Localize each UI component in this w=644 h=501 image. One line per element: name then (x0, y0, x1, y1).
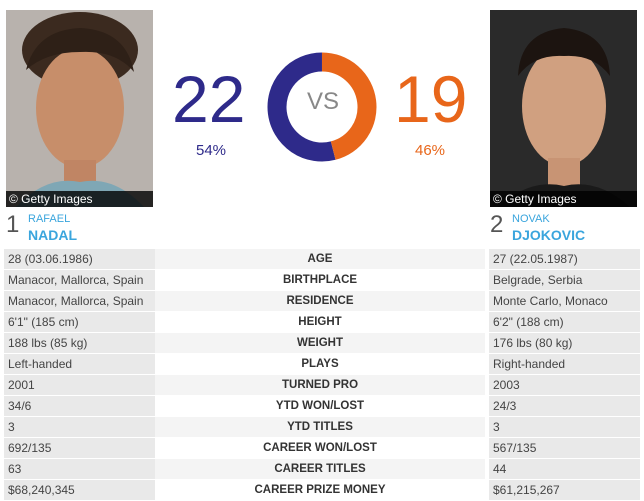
stat-row: Left-handed PLAYS Right-handed (4, 354, 640, 375)
stat-row: 34/6 YTD WON/LOST 24/3 (4, 396, 640, 417)
player2-stat-value: Monte Carlo, Monaco (489, 291, 640, 311)
player1-win-percentage: 54% (196, 142, 227, 159)
vs-label: VS (306, 88, 339, 115)
stat-row: 3 YTD TITLES 3 (4, 417, 640, 438)
player2-stat-value: 6'2" (188 cm) (489, 312, 640, 332)
player1-photo: © Getty Images (6, 10, 153, 207)
stat-label: TURNED PRO (155, 375, 485, 395)
player2-last-name[interactable]: DJOKOVIC (512, 227, 586, 243)
donut-arc-player1 (267, 52, 336, 162)
stat-label: HEIGHT (298, 316, 342, 328)
player2-stat-value: 176 lbs (80 kg) (489, 333, 640, 353)
stat-row: 692/135 CAREER WON/LOST 567/135 (4, 438, 640, 459)
player1-stat-value: 692/135 (4, 438, 155, 458)
stat-label: CAREER PRIZE MONEY (254, 484, 386, 496)
player1-stat-value: Manacor, Mallorca, Spain (4, 291, 155, 311)
stat-row: 6'1" (185 cm) HEIGHT 6'2" (188 cm) (4, 312, 640, 333)
stat-label: AGE (155, 249, 485, 269)
player1-portrait-icon (6, 10, 153, 207)
stat-label: YTD WON/LOST (275, 400, 365, 412)
player1-first-name[interactable]: RAFAEL (28, 213, 71, 225)
player2-stat-value: Right-handed (489, 354, 640, 374)
player1-wins: 22 (172, 62, 246, 136)
stat-row: 188 lbs (85 kg) WEIGHT 176 lbs (80 kg) (4, 333, 640, 354)
player2-first-name[interactable]: NOVAK (512, 213, 550, 225)
stat-row: 2001 TURNED PRO 2003 (4, 375, 640, 396)
player2-stat-value: 2003 (489, 375, 640, 395)
head-to-head-donut (267, 52, 377, 162)
player2-stat-value: 27 (22.05.1987) (489, 249, 640, 269)
player1-last-name[interactable]: NADAL (28, 227, 77, 243)
player1-stat-value: 6'1" (185 cm) (4, 312, 155, 332)
player1-stat-value: 188 lbs (85 kg) (4, 333, 155, 353)
stat-label: PLAYS (301, 358, 339, 370)
player1-photo-credit: © Getty Images (6, 191, 153, 207)
stat-row: Manacor, Mallorca, Spain BIRTHPLACE Belgra… (4, 270, 640, 291)
player2-rank: 2 (490, 211, 504, 238)
player1-stat-value: Left-handed (4, 354, 155, 374)
stats-table: 28 (03.06.1986) AGE 27 (22.05.1987) Manacor… (4, 249, 640, 501)
player2-stat-value: Belgrade, Serbia (489, 270, 640, 290)
stat-label: CAREER WON/LOST (263, 442, 377, 454)
donut-arc-player2 (321, 52, 377, 160)
player2-wins: 19 (394, 62, 468, 136)
player1-rank: 1 (6, 211, 20, 238)
player1-stat-value: $68,240,345 (4, 480, 155, 500)
stat-label: CAREER TITLES (155, 459, 485, 479)
player1-stat-value: 3 (4, 417, 155, 437)
player1-stat-value: 63 (4, 459, 155, 479)
stat-label: BIRTHPLACE (282, 274, 358, 286)
stat-row: $68,240,345 CAREER PRIZE MONEY $61,215,267 (4, 480, 640, 501)
stat-row: Manacor, Mallorca, Spain RESIDENCE Monte C… (4, 291, 640, 312)
player2-stat-value: 44 (489, 459, 640, 479)
player1-stat-value: 28 (03.06.1986) (4, 249, 155, 269)
player2-stat-value: 3 (489, 417, 640, 437)
stat-row: 63 CAREER TITLES 44 (4, 459, 640, 480)
player1-stat-value: 2001 (4, 375, 155, 395)
player1-stat-value: Manacor, Mallorca, Spain (4, 270, 155, 290)
player2-photo-credit: © Getty Images (490, 191, 637, 207)
stat-row: 28 (03.06.1986) AGE 27 (22.05.1987) (4, 249, 640, 270)
player2-stat-value: 24/3 (489, 396, 640, 416)
player2-photo: © Getty Images (490, 10, 637, 207)
player2-stat-value: $61,215,267 (489, 480, 640, 500)
player2-win-percentage: 46% (415, 142, 446, 159)
stat-label: YTD TITLES (155, 417, 485, 437)
player2-stat-value: 567/135 (489, 438, 640, 458)
stat-label: WEIGHT (155, 333, 485, 353)
stat-label: RESIDENCE (155, 291, 485, 311)
player2-portrait-icon (490, 10, 637, 207)
player1-stat-value: 34/6 (4, 396, 155, 416)
